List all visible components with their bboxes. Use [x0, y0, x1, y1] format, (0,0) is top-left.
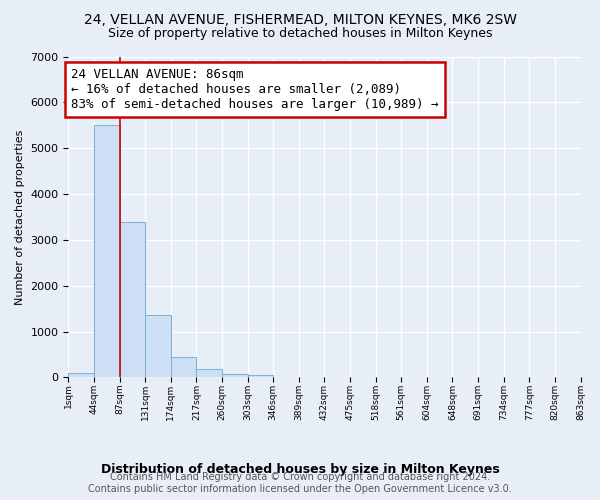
Text: 24 VELLAN AVENUE: 86sqm
← 16% of detached houses are smaller (2,089)
83% of semi: 24 VELLAN AVENUE: 86sqm ← 16% of detache…: [71, 68, 439, 111]
Bar: [171, 356, 196, 378]
Bar: [222, 374, 248, 378]
Text: 24, VELLAN AVENUE, FISHERMEAD, MILTON KEYNES, MK6 2SW: 24, VELLAN AVENUE, FISHERMEAD, MILTON KE…: [83, 12, 517, 26]
Y-axis label: Number of detached properties: Number of detached properties: [15, 130, 25, 304]
Bar: [248, 375, 273, 378]
Bar: [119, 222, 145, 378]
Bar: [145, 316, 171, 378]
Bar: [196, 370, 222, 378]
Text: Distribution of detached houses by size in Milton Keynes: Distribution of detached houses by size …: [101, 462, 499, 475]
Bar: [94, 126, 119, 378]
Text: Contains HM Land Registry data © Crown copyright and database right 2024.
Contai: Contains HM Land Registry data © Crown c…: [88, 472, 512, 494]
Bar: [68, 373, 94, 378]
Text: Size of property relative to detached houses in Milton Keynes: Size of property relative to detached ho…: [108, 28, 492, 40]
